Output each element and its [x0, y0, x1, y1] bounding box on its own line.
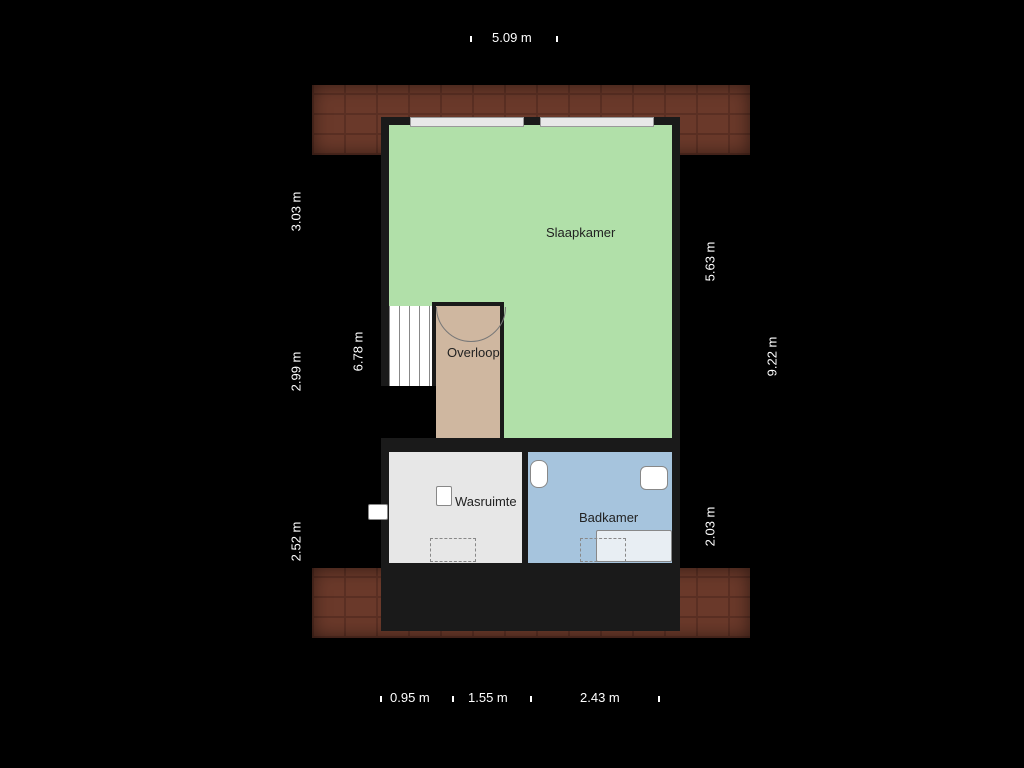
dim-left-2: 2.99 m — [288, 352, 303, 392]
dim-bot-tick-1 — [452, 696, 454, 702]
window-top-right — [540, 117, 654, 127]
skylight-wasruimte — [430, 538, 476, 562]
dim-top-tick-r — [556, 36, 558, 42]
left-notch — [381, 386, 389, 438]
floorplan: { "canvas": { "width": 1024, "height": 7… — [0, 0, 1024, 768]
staircase — [389, 306, 432, 386]
dim-right-2: 2.03 m — [702, 507, 717, 547]
label-slaapkamer: Slaapkamer — [546, 225, 615, 240]
dim-bottom-0: 0.95 m — [390, 690, 430, 705]
label-wasruimte: Wasruimte — [455, 494, 517, 509]
dim-bottom-1: 1.55 m — [468, 690, 508, 705]
dim-bot-tick-3 — [658, 696, 660, 702]
fixture-washer-icon — [436, 486, 452, 506]
dim-left-1: 6.78 m — [350, 332, 365, 372]
dim-top-tick-l — [470, 36, 472, 42]
dim-left-0: 3.03 m — [288, 192, 303, 232]
wall-mid-horizontal — [389, 438, 672, 452]
fixture-toilet — [530, 460, 548, 488]
dim-bot-tick-2 — [530, 696, 532, 702]
label-badkamer: Badkamer — [579, 510, 638, 525]
dim-bottom-2: 2.43 m — [580, 690, 620, 705]
label-overloop: Overloop — [447, 345, 500, 360]
fixture-sink — [640, 466, 668, 490]
fixture-exterior — [368, 504, 388, 520]
skylight-badkamer — [580, 538, 626, 562]
dim-bot-tick-0 — [380, 696, 382, 702]
window-top-left — [410, 117, 524, 127]
dim-top-0: 5.09 m — [492, 30, 532, 45]
dim-right-1: 9.22 m — [764, 337, 779, 377]
wall-mid-vertical — [522, 452, 528, 563]
dim-left-3: 2.52 m — [288, 522, 303, 562]
dim-right-0: 5.63 m — [702, 242, 717, 282]
wall-stair-bottom — [389, 386, 436, 438]
